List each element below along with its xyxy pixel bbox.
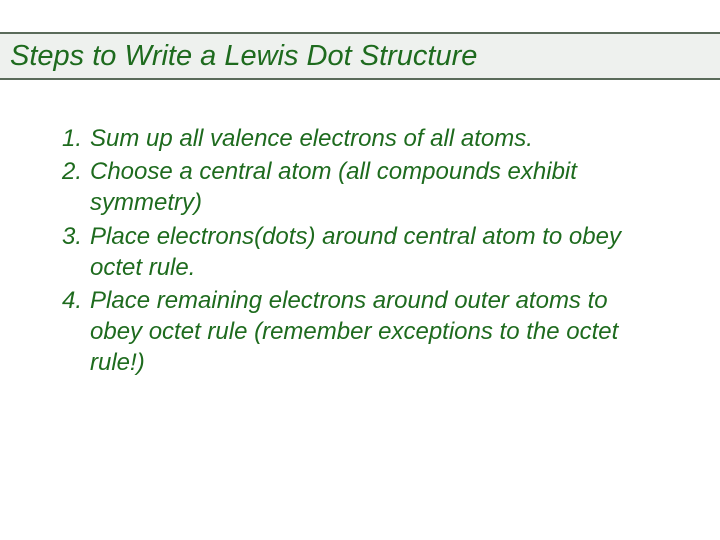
title-bar: Steps to Write a Lewis Dot Structure xyxy=(0,32,720,80)
slide-title: Steps to Write a Lewis Dot Structure xyxy=(10,40,477,73)
list-item: Place remaining electrons around outer a… xyxy=(48,285,663,379)
slide: Steps to Write a Lewis Dot Structure Sum… xyxy=(0,0,720,540)
slide-content: Sum up all valence electrons of all atom… xyxy=(48,123,663,381)
list-item: Choose a central atom (all compounds exh… xyxy=(48,156,663,218)
list-item: Sum up all valence electrons of all atom… xyxy=(48,123,663,154)
list-item: Place electrons(dots) around central ato… xyxy=(48,221,663,283)
steps-list: Sum up all valence electrons of all atom… xyxy=(48,123,663,379)
